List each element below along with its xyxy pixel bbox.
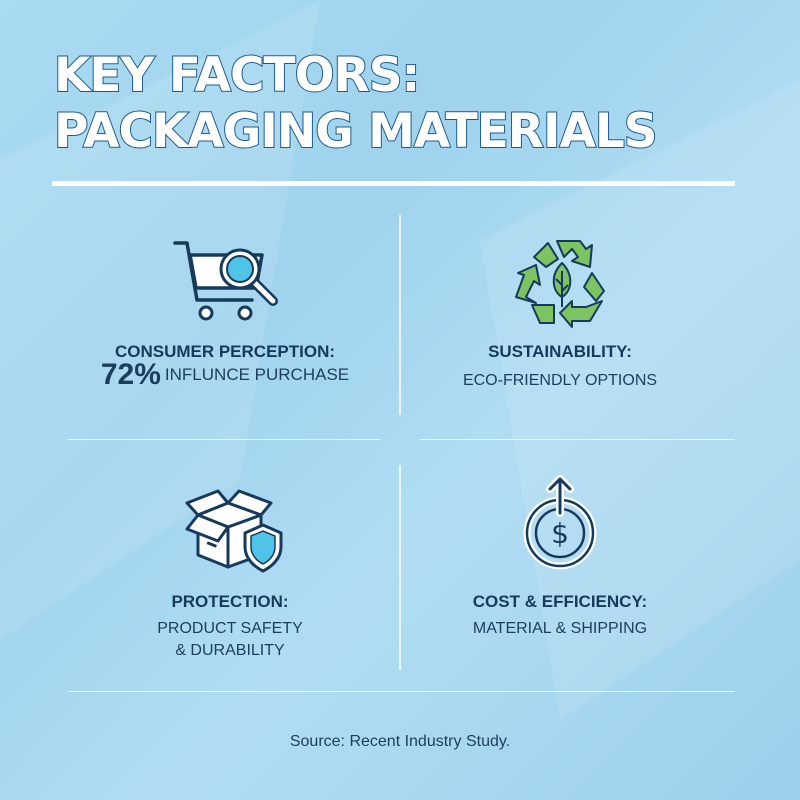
factor-protection: PROTECTION: PRODUCT SAFETY & DURABILITY — [80, 592, 380, 662]
horizontal-divider — [68, 439, 380, 440]
box-shield-icon — [185, 489, 283, 573]
factor-cost-efficiency: COST & EFFICIENCY: MATERIAL & SHIPPING — [410, 592, 710, 640]
factor-heading: CONSUMER PERCEPTION: — [114, 342, 336, 361]
factor-stat: 72% — [100, 358, 161, 391]
title-line-2: PACKAGING MATERIALS — [53, 103, 659, 160]
factor-detail-line-1: PRODUCT SAFETY — [157, 620, 303, 637]
factor-detail: ECO-FRIENDLY OPTIONS — [462, 372, 658, 389]
factor-heading: PROTECTION: — [171, 592, 289, 611]
horizontal-divider — [420, 439, 735, 440]
shopping-cart-magnifier-icon — [173, 241, 278, 321]
source-note: Source: Recent Industry Study. — [289, 733, 511, 750]
title-line-1: KEY FACTORS: — [53, 47, 421, 104]
recycle-leaf-icon — [515, 240, 605, 328]
svg-text:$: $ — [551, 517, 569, 550]
vertical-divider — [399, 465, 401, 670]
factor-detail: INFLUNCE PURCHASE — [164, 365, 350, 384]
factor-consumer-perception: CONSUMER PERCEPTION: 72% INFLUNCE PURCHAS… — [60, 342, 390, 390]
dollar-coin-arrow-icon: $ — [523, 475, 597, 570]
factor-heading: COST & EFFICIENCY: — [472, 592, 648, 611]
factor-sustainability: SUSTAINABILITY: ECO-FRIENDLY OPTIONS — [410, 342, 710, 392]
factor-detail: MATERIAL & SHIPPING — [472, 620, 648, 637]
factor-heading: SUSTAINABILITY: — [488, 342, 632, 361]
page-title: KEY FACTORS: PACKAGING MATERIALS — [53, 47, 659, 160]
bottom-divider — [68, 691, 735, 692]
title-rule — [52, 181, 735, 186]
factor-detail-line-2: & DURABILITY — [175, 642, 285, 659]
vertical-divider — [399, 215, 401, 415]
